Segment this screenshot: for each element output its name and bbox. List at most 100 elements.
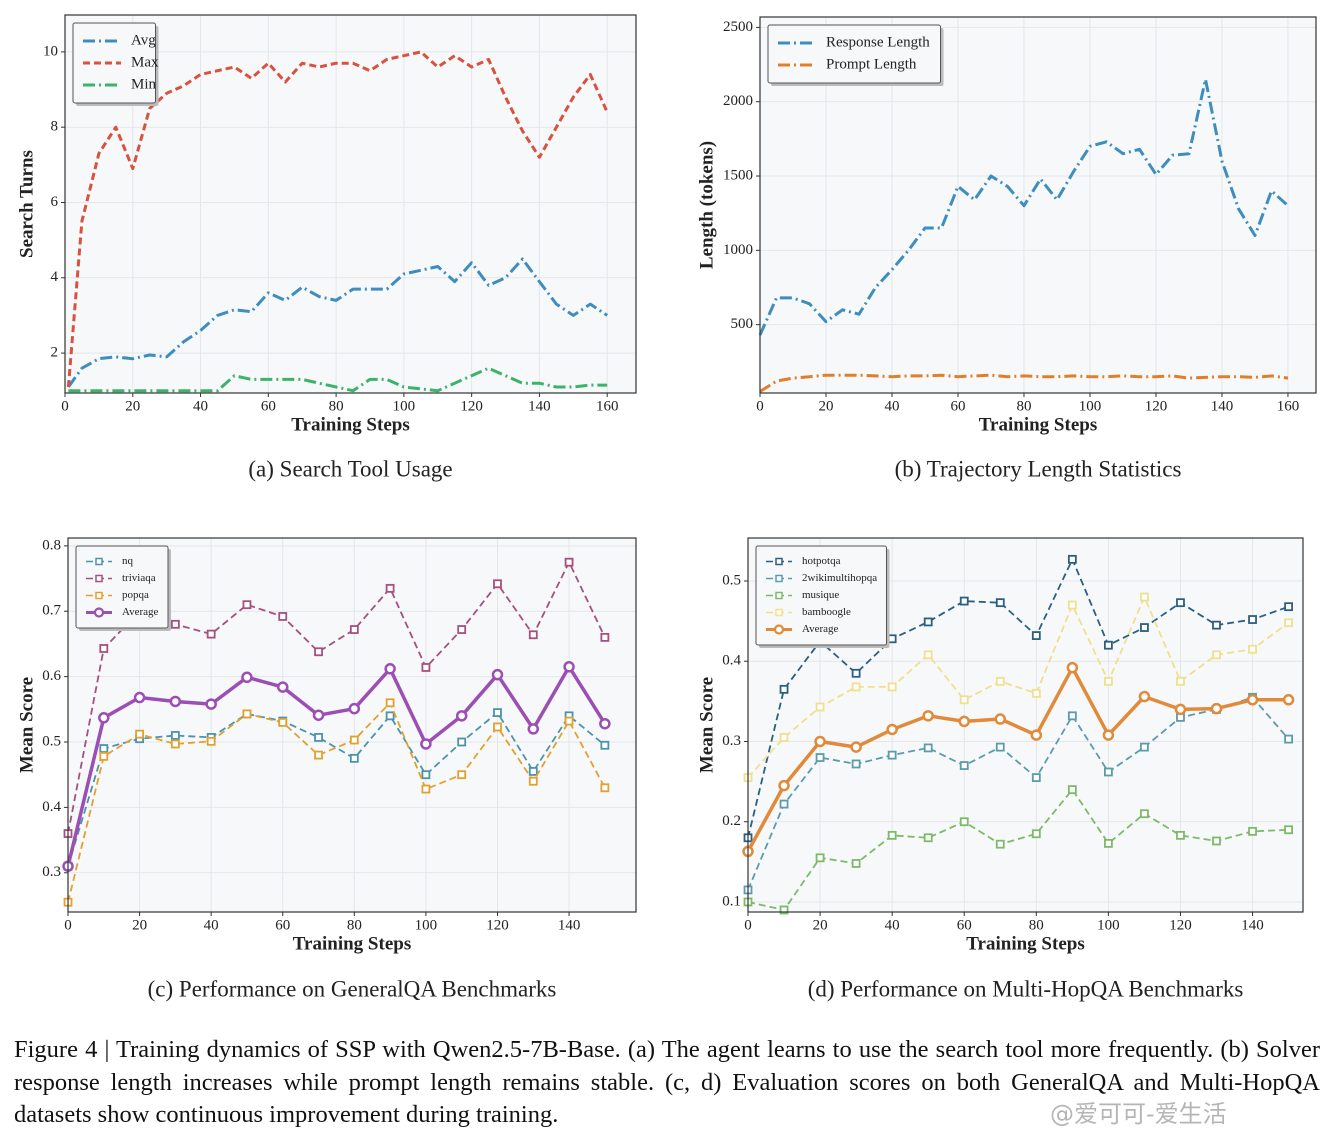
x-tick-label: 80	[1016, 398, 1031, 414]
marker	[276, 681, 289, 693]
marker	[995, 742, 1005, 752]
y-tick-label: 500	[731, 316, 754, 332]
marker	[887, 750, 897, 760]
caption: (d) Performance on Multi-HopQA Benchmark…	[808, 976, 1244, 1001]
marker	[1248, 615, 1257, 624]
marker	[600, 740, 610, 750]
marker	[995, 598, 1005, 608]
legend-label: nq	[122, 555, 134, 567]
marker	[959, 695, 969, 705]
legend-marker	[95, 574, 103, 583]
marker	[923, 833, 933, 843]
marker	[599, 717, 611, 730]
marker	[493, 579, 502, 589]
x-tick-label: 40	[885, 917, 900, 933]
marker	[1140, 809, 1149, 819]
marker	[563, 661, 575, 673]
legend-label: bamboogle	[802, 606, 851, 618]
y-tick-label: 4	[51, 269, 59, 285]
y-tick-label: 0.6	[42, 668, 61, 684]
y-tick-label: 0.1	[722, 893, 741, 909]
x-tick-label: 40	[204, 917, 219, 933]
marker	[995, 839, 1005, 849]
y-axis-label: Mean Score	[696, 677, 717, 773]
marker	[1176, 830, 1185, 840]
x-tick-label: 0	[61, 398, 69, 414]
marker	[959, 817, 969, 827]
x-tick-label: 120	[1145, 398, 1168, 414]
plot-frame	[747, 537, 1304, 913]
marker	[1176, 676, 1185, 686]
marker	[349, 625, 359, 634]
legend-label: Avg	[131, 32, 156, 48]
marker	[98, 712, 110, 724]
y-axis-label: Search Turns	[16, 150, 37, 258]
marker	[278, 717, 288, 727]
x-tick-label: 140	[528, 398, 551, 414]
series-line	[67, 711, 606, 867]
marker	[491, 668, 504, 681]
x-tick-label: 20	[125, 398, 140, 414]
x-tick-label: 20	[818, 398, 833, 414]
marker	[206, 736, 216, 746]
x-tick-label: 20	[132, 917, 147, 933]
marker	[457, 770, 467, 780]
legend-marker	[95, 591, 103, 600]
marker	[385, 711, 395, 721]
marker	[1103, 838, 1113, 848]
marker	[99, 744, 109, 753]
marker	[1030, 729, 1043, 741]
legend-marker	[773, 624, 785, 635]
x-tick-label: 120	[1169, 917, 1192, 933]
legend-marker	[95, 557, 103, 566]
legend-label: hotpotqa	[802, 555, 841, 567]
x-tick-label: 80	[329, 398, 344, 414]
marker	[1067, 711, 1077, 721]
y-tick-label: 0.5	[722, 572, 741, 588]
x-tick-label: 0	[744, 917, 752, 933]
marker	[314, 647, 323, 657]
plot-frame	[64, 14, 637, 394]
marker	[1176, 598, 1185, 608]
figure-caption: Figure 4 | Training dynamics of SSP with…	[14, 1036, 1320, 1128]
marker	[851, 759, 861, 769]
x-tick-label: 140	[1241, 917, 1264, 933]
marker	[1284, 618, 1293, 628]
series-line	[758, 77, 1290, 336]
marker	[1103, 676, 1113, 686]
marker	[312, 709, 325, 721]
y-tick-label: 0.7	[42, 603, 61, 619]
marker	[206, 629, 216, 639]
marker	[814, 735, 826, 748]
marker	[133, 691, 146, 704]
marker	[493, 722, 502, 732]
marker	[1212, 650, 1221, 660]
x-tick-label: 140	[1211, 398, 1234, 414]
x-tick-label: 100	[1097, 917, 1120, 933]
marker	[170, 731, 180, 740]
marker	[1103, 640, 1113, 650]
marker	[455, 710, 468, 722]
marker	[528, 776, 538, 786]
x-axis-label: Training Steps	[293, 933, 411, 954]
series-line	[747, 596, 1290, 779]
marker	[564, 716, 574, 726]
y-tick-label: 0.8	[42, 537, 61, 553]
y-tick-label: 0.4	[722, 653, 741, 669]
x-axis-label: Training Steps	[979, 414, 1097, 435]
x-tick-label: 160	[596, 398, 619, 414]
legend-box	[755, 545, 887, 646]
y-tick-label: 10	[43, 43, 58, 59]
legend-box	[767, 24, 941, 84]
marker	[1140, 623, 1149, 632]
marker	[528, 767, 538, 776]
marker	[923, 617, 933, 627]
marker	[1284, 825, 1293, 835]
marker	[385, 698, 395, 708]
x-tick-label: 120	[460, 398, 483, 414]
legend-marker	[775, 591, 783, 600]
series-line	[747, 558, 1289, 839]
y-tick-label: 0.2	[722, 813, 741, 829]
legend-marker	[775, 557, 783, 566]
